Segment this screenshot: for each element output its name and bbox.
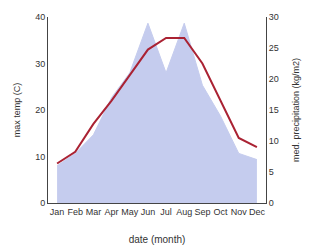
svg-text:Mar: Mar (86, 207, 102, 217)
svg-text:15: 15 (269, 105, 279, 115)
svg-text:Oct: Oct (214, 207, 229, 217)
svg-text:20: 20 (269, 74, 279, 84)
svg-text:date (month): date (month) (129, 234, 186, 245)
svg-text:max temp (C): max temp (C) (12, 83, 22, 138)
svg-text:Jul: Jul (160, 207, 172, 217)
svg-text:40: 40 (35, 12, 45, 22)
svg-text:10: 10 (269, 136, 279, 146)
svg-text:30: 30 (35, 59, 45, 69)
svg-text:Feb: Feb (67, 207, 83, 217)
svg-text:Apr: Apr (105, 207, 119, 217)
svg-text:5: 5 (269, 167, 274, 177)
svg-text:25: 25 (269, 43, 279, 53)
svg-text:10: 10 (35, 152, 45, 162)
svg-text:med. precipitation (kg/m2): med. precipitation (kg/m2) (291, 58, 301, 162)
svg-text:Sep: Sep (194, 207, 210, 217)
svg-text:20: 20 (35, 105, 45, 115)
svg-text:30: 30 (269, 12, 279, 22)
svg-text:Jun: Jun (141, 207, 156, 217)
svg-text:May: May (121, 207, 139, 217)
svg-text:Nov: Nov (231, 207, 248, 217)
svg-text:Aug: Aug (176, 207, 192, 217)
svg-text:0: 0 (269, 198, 274, 208)
svg-text:Dec: Dec (249, 207, 266, 217)
svg-text:0: 0 (40, 198, 45, 208)
svg-text:Jan: Jan (50, 207, 65, 217)
